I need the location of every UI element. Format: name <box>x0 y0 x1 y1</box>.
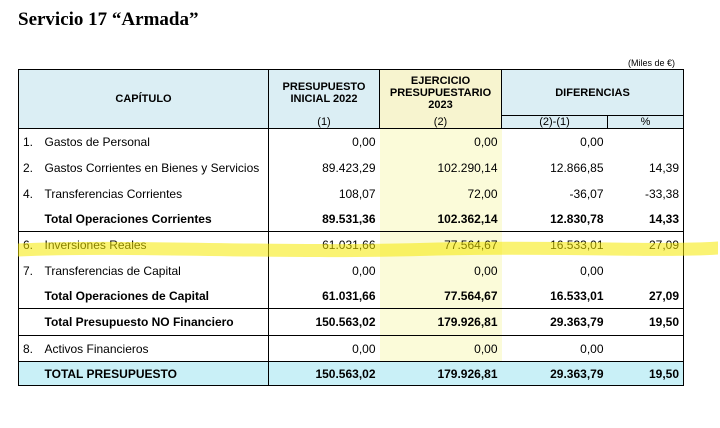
table-row: 1. Gastos de Personal 0,00 0,00 0,00 <box>19 128 684 155</box>
table-row-total: Total Operaciones de Capital 61.031,66 7… <box>18 283 684 309</box>
row-number <box>18 206 41 232</box>
cell-diferencia: 12.830,78 <box>501 206 608 232</box>
row-label: Transferencias Corrientes <box>40 180 270 207</box>
row-number <box>18 361 41 386</box>
cell-ejercicio: 0,00 <box>379 257 502 284</box>
row-label: Total Presupuesto NO Financiero <box>40 308 270 336</box>
row-number: 7. <box>23 263 34 278</box>
cell-diferencia: 0,00 <box>580 263 604 278</box>
header-sub-2: (2) <box>379 115 503 129</box>
row-label: Gastos de Personal <box>40 128 270 155</box>
cell-diferencia: 0,00 <box>580 134 604 149</box>
cell-pct: -33,38 <box>644 186 680 201</box>
cell-ejercicio: 0,00 <box>379 335 502 362</box>
header-row-top: CAPÍTULO PRESUPUESTO INICIAL 2022 EJERCI… <box>18 69 684 129</box>
header-sub-pct: % <box>607 115 684 129</box>
row-number: 8. <box>18 335 41 362</box>
cell-ejercicio: 77.564,67 <box>379 283 502 309</box>
cell-presupuesto: 89.423,29 <box>322 160 376 175</box>
cell-ejercicio: 77.564,67 <box>379 231 502 258</box>
cell-diferencia: 0,00 <box>501 335 608 362</box>
row-label: TOTAL PRESUPUESTO <box>40 361 270 386</box>
row-number <box>18 283 41 309</box>
cell-pct: 19,50 <box>607 361 684 386</box>
table-row: 4. Transferencias Corrientes 108,07 72,0… <box>19 180 684 207</box>
row-label: Total Operaciones Corrientes <box>40 206 270 232</box>
table-row-total: Total Presupuesto NO Financiero 150.563,… <box>18 308 684 336</box>
cell-pct: 14,33 <box>607 206 684 232</box>
units-note: (Miles de €) <box>628 58 676 68</box>
table-row-grand-total: TOTAL PRESUPUESTO 150.563,02 179.926,81 … <box>18 361 684 386</box>
row-number: 6. <box>23 237 34 252</box>
cell-diferencia: 16.533,01 <box>501 283 608 309</box>
cell-diferencia: 12.866,85 <box>550 160 604 175</box>
row-label: Transferencias de Capital <box>40 257 270 284</box>
cell-presupuesto: 61.031,66 <box>322 237 376 252</box>
cell-presupuesto: 150.563,02 <box>268 308 380 336</box>
table-row: 2. Gastos Corrientes en Bienes y Servici… <box>19 154 684 181</box>
table-row: 7. Transferencias de Capital 0,00 0,00 0… <box>19 257 684 284</box>
row-label: Total Operaciones de Capital <box>40 283 270 309</box>
table-row-total: Total Operaciones Corrientes 89.531,36 1… <box>18 206 684 232</box>
cell-presupuesto: 150.563,02 <box>268 361 380 386</box>
cell-diferencia: 29.363,79 <box>501 361 608 386</box>
row-number <box>18 308 41 336</box>
header-capitulo: CAPÍTULO <box>18 69 270 129</box>
row-label: Inversiones Reales <box>40 231 270 258</box>
cell-ejercicio: 102.362,14 <box>379 206 502 232</box>
cell-ejercicio: 179.926,81 <box>379 361 502 386</box>
cell-presupuesto: 108,07 <box>338 186 376 201</box>
cell-pct: 27,09 <box>607 283 684 309</box>
header-ejercicio: EJERCICIO PRESUPUESTARIO 2023 <box>379 69 503 116</box>
cell-pct <box>608 258 684 284</box>
page-title: Servicio 17 “Armada” <box>18 9 199 30</box>
table-row: 8. Activos Financieros 0,00 0,00 0,00 <box>18 335 684 362</box>
row-number: 4. <box>23 186 34 201</box>
cell-ejercicio: 0,00 <box>379 128 502 155</box>
cell-presupuesto: 89.531,36 <box>268 206 380 232</box>
cell-ejercicio: 102.290,14 <box>379 154 502 181</box>
cell-diferencia: -36,07 <box>569 186 604 201</box>
cell-pct: 19,50 <box>607 308 684 336</box>
row-label: Activos Financieros <box>40 335 270 362</box>
cell-ejercicio: 179.926,81 <box>379 308 502 336</box>
cell-ejercicio: 72,00 <box>379 180 502 207</box>
cell-presupuesto: 0,00 <box>268 335 380 362</box>
cell-pct: 14,39 <box>648 160 680 175</box>
row-number: 1. <box>23 134 34 149</box>
cell-pct: 27,09 <box>648 237 680 252</box>
row-number: 2. <box>23 160 34 175</box>
header-diferencias: DIFERENCIAS <box>501 69 684 116</box>
header-sub-dif: (2)-(1) <box>501 115 609 129</box>
cell-presupuesto: 0,00 <box>352 134 376 149</box>
header-presupuesto: PRESUPUESTO INICIAL 2022 <box>268 69 381 116</box>
cell-diferencia: 29.363,79 <box>501 308 608 336</box>
header-sub-1: (1) <box>268 115 381 129</box>
budget-table: CAPÍTULO PRESUPUESTO INICIAL 2022 EJERCI… <box>18 69 685 386</box>
cell-pct <box>608 129 684 155</box>
row-label: Gastos Corrientes en Bienes y Servicios <box>40 154 270 181</box>
table-row: 6. Inversiones Reales 61.031,66 77.564,6… <box>19 231 684 258</box>
cell-diferencia: 16.533,01 <box>550 237 604 252</box>
cell-presupuesto: 61.031,66 <box>268 283 380 309</box>
cell-presupuesto: 0,00 <box>352 263 376 278</box>
cell-pct <box>607 335 684 362</box>
